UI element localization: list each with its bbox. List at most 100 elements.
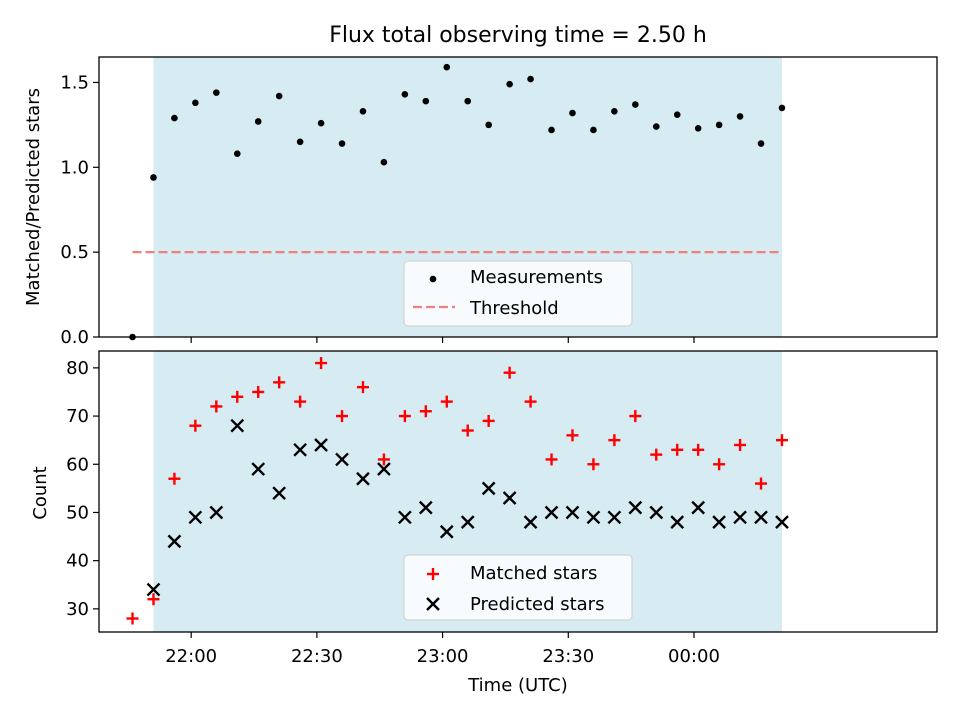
predicted-star-point bbox=[523, 515, 538, 529]
matched-star-point bbox=[398, 410, 411, 423]
measurement-point bbox=[338, 140, 346, 147]
y-tick-label: 70 bbox=[66, 406, 89, 427]
predicted-star-point bbox=[335, 452, 349, 467]
top-y-axis-label: Matched/Predicted stars bbox=[23, 88, 44, 306]
measurement-point bbox=[569, 109, 576, 117]
measurement-point bbox=[527, 75, 534, 83]
matched-star-point bbox=[545, 453, 558, 466]
x-tick-label: 23:00 bbox=[417, 646, 469, 667]
bottom-y-ticks: 30 40 50 60 70 80 bbox=[66, 358, 99, 620]
bottom-legend: Matched stars Predicted stars bbox=[403, 554, 633, 621]
matched-star-point bbox=[608, 434, 621, 447]
legend-marker-matched-stars bbox=[427, 568, 439, 580]
matched-star-point bbox=[189, 419, 202, 432]
measurement-point bbox=[401, 91, 409, 98]
predicted-star-point bbox=[272, 486, 287, 501]
matched-star-point bbox=[692, 443, 705, 456]
matched-star-point bbox=[775, 434, 788, 447]
predicted-star-point bbox=[230, 418, 245, 433]
measurement-point bbox=[694, 124, 702, 132]
measurement-point bbox=[254, 118, 262, 125]
measurement-point bbox=[506, 80, 513, 88]
top-panel: 0.0 0.5 1.0 1.5 Matched/Predicted stars Mea… bbox=[23, 56, 938, 348]
predicted-star-point bbox=[377, 462, 391, 476]
matched-stars-points bbox=[126, 357, 788, 625]
predicted-star-point bbox=[356, 471, 370, 486]
bottom-axes-frame bbox=[98, 350, 938, 633]
measurement-point bbox=[422, 97, 430, 105]
x-tick-label: 00:00 bbox=[668, 646, 720, 667]
measurement-point bbox=[171, 114, 178, 122]
predicted-star-point bbox=[607, 510, 622, 525]
predicted-star-point bbox=[733, 510, 747, 525]
x-tick-label: 23:30 bbox=[542, 646, 594, 667]
matched-star-point bbox=[755, 477, 768, 490]
y-tick-label: 0.0 bbox=[60, 327, 89, 348]
predicted-star-point bbox=[754, 510, 768, 525]
measurement-point bbox=[275, 92, 283, 100]
measurement-point bbox=[673, 111, 681, 118]
measurement-point bbox=[590, 126, 597, 134]
matched-star-point bbox=[503, 366, 516, 379]
measurement-point bbox=[632, 101, 639, 108]
measurement-point bbox=[778, 104, 786, 112]
predicted-star-point bbox=[460, 515, 475, 529]
matched-star-point bbox=[566, 429, 579, 442]
measurement-point bbox=[757, 140, 765, 147]
measurement-point bbox=[192, 99, 199, 107]
bottom-x-ticks: 22:00 22:30 23:00 23:30 00:00 bbox=[165, 632, 720, 667]
matched-star-point bbox=[482, 414, 495, 427]
top-y-ticks: 0.0 0.5 1.0 1.5 bbox=[60, 72, 99, 348]
matched-star-point bbox=[147, 593, 160, 606]
matched-star-point bbox=[356, 381, 369, 394]
matched-star-point bbox=[650, 448, 663, 461]
predicted-star-point bbox=[565, 505, 580, 520]
predicted-star-point bbox=[775, 515, 789, 529]
measurement-point bbox=[380, 158, 388, 166]
predicted-star-point bbox=[188, 510, 203, 525]
measurement-point bbox=[464, 97, 472, 105]
matched-star-point bbox=[315, 357, 328, 370]
legend-cross-glyph bbox=[426, 597, 440, 611]
predicted-star-point bbox=[398, 510, 412, 525]
measurement-point bbox=[359, 108, 367, 115]
measurement-point bbox=[443, 63, 451, 71]
y-tick-label: 60 bbox=[66, 454, 89, 475]
legend-label-threshold: Threshold bbox=[469, 298, 559, 319]
matched-star-point bbox=[671, 443, 684, 456]
matched-star-point bbox=[168, 472, 181, 485]
predicted-star-point bbox=[314, 438, 328, 452]
measurement-point bbox=[736, 113, 744, 120]
matched-star-point bbox=[524, 395, 537, 408]
top-x-ticks bbox=[190, 337, 695, 343]
matched-star-point bbox=[461, 424, 474, 437]
predicted-star-point bbox=[167, 534, 182, 549]
matched-star-point bbox=[377, 453, 390, 466]
predicted-star-point bbox=[586, 510, 601, 525]
matched-star-point bbox=[587, 458, 600, 471]
predicted-star-point bbox=[691, 500, 706, 515]
legend-label-matched-stars: Matched stars bbox=[470, 563, 597, 584]
predicted-star-point bbox=[670, 515, 685, 529]
predicted-star-point bbox=[293, 442, 307, 457]
matched-star-point bbox=[252, 385, 265, 398]
legend-label-predicted-stars: Predicted stars bbox=[470, 594, 604, 615]
matched-star-point bbox=[231, 390, 244, 403]
predicted-star-point bbox=[481, 481, 496, 496]
matched-star-point bbox=[294, 395, 307, 408]
figure-title: Flux total observing time = 2.50 h bbox=[329, 23, 707, 48]
top-legend: Measurements Threshold bbox=[403, 260, 633, 327]
predicted-star-point bbox=[649, 505, 664, 520]
predicted-star-point bbox=[146, 582, 161, 597]
predicted-star-point bbox=[628, 500, 643, 515]
legend-plus-glyph bbox=[427, 568, 439, 580]
predicted-star-point bbox=[544, 505, 559, 520]
x-tick-label: 22:30 bbox=[291, 646, 343, 667]
measurement-point bbox=[548, 126, 555, 134]
x-tick-label: 22:00 bbox=[165, 646, 217, 667]
measurement-point bbox=[611, 108, 618, 115]
y-tick-label: 40 bbox=[66, 551, 89, 572]
measurement-point bbox=[296, 138, 304, 146]
predicted-stars-points bbox=[146, 418, 789, 597]
bottom-panel: 30 40 50 60 70 80 22:00 22:30 23:00 23:30 00:00 C… bbox=[30, 350, 938, 696]
